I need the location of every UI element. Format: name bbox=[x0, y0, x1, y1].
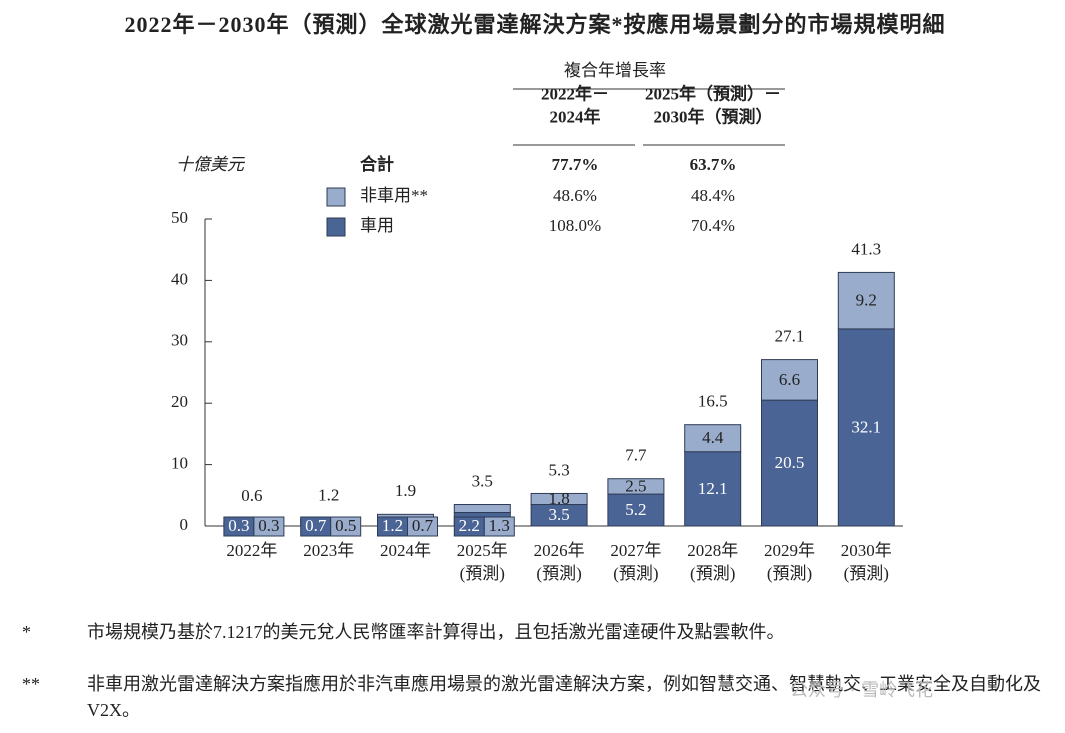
bar-value-label: 9.2 bbox=[856, 291, 877, 310]
y-tick-label: 50 bbox=[171, 208, 188, 227]
bar-value-label: 3.5 bbox=[548, 505, 569, 524]
footnote-mark: ** bbox=[22, 674, 40, 694]
cagr-title: 複合年增長率 bbox=[564, 61, 666, 80]
bar-segment bbox=[761, 359, 818, 401]
cagr-value: 108.0% bbox=[549, 216, 601, 235]
cagr-total: 77.7% bbox=[552, 155, 599, 174]
y-tick-label: 40 bbox=[171, 269, 188, 288]
legend-label: 非車用** bbox=[360, 186, 428, 205]
bar-value-label: 0.7 bbox=[412, 516, 434, 535]
bar-value-label: 0.7 bbox=[305, 516, 327, 535]
x-tick-label: 2029年(預測) bbox=[764, 541, 815, 583]
footnote-text: 非車用激光雷達解決方案指應用於非汽車應用場景的激光雷達解決方案，例如智慧交通、智… bbox=[87, 674, 1041, 720]
bar-segment bbox=[530, 492, 588, 506]
bar-value-label: 0.3 bbox=[228, 516, 249, 535]
bar-total-label: 5.3 bbox=[548, 460, 569, 479]
bar-segment bbox=[607, 493, 665, 527]
bar-total-label: 7.7 bbox=[625, 446, 647, 465]
legend-swatch bbox=[326, 217, 346, 237]
cagr-column: 2025年（預測）－ 2030年（預測） bbox=[645, 83, 781, 126]
x-tick-label: 2028年(預測) bbox=[687, 541, 738, 583]
footnote-mark: * bbox=[22, 622, 31, 642]
cagr-value: 48.4% bbox=[691, 186, 735, 205]
legend-label: 車用 bbox=[360, 216, 394, 235]
bar-value-label: 0.5 bbox=[335, 516, 356, 535]
bar-total-label: 1.9 bbox=[395, 481, 416, 500]
label-box bbox=[407, 516, 438, 537]
x-tick-label: 2027年(預測) bbox=[610, 541, 661, 583]
bar-value-label: 32.1 bbox=[851, 417, 881, 436]
y-axis-label: 十億美元 bbox=[176, 155, 246, 174]
bar-value-label: 0.3 bbox=[258, 516, 279, 535]
bar-value-label: 2.2 bbox=[459, 516, 480, 535]
cagr-column: 2022年－ 2024年 bbox=[541, 83, 609, 126]
x-tick-label: 2026年(預測) bbox=[534, 541, 585, 583]
bar-segment bbox=[837, 271, 895, 330]
chart-title: 2022年－2030年（預測）全球激光雷達解決方案*按應用場景劃分的市場規模明細 bbox=[124, 12, 945, 37]
bar-value-label: 6.6 bbox=[779, 370, 800, 389]
x-tick-label: 2024年 bbox=[380, 541, 431, 560]
chart: 2022年－2030年（預測）全球激光雷達解決方案*按應用場景劃分的市場規模明細… bbox=[124, 12, 945, 583]
x-tick-label: 2025年(預測) bbox=[457, 541, 508, 583]
bar-segment bbox=[684, 451, 742, 527]
bar-segment bbox=[684, 424, 742, 453]
bar-segment bbox=[837, 328, 895, 527]
bar-value-label: 1.8 bbox=[548, 489, 569, 508]
y-tick-label: 10 bbox=[171, 454, 188, 473]
bar-value-label: 20.5 bbox=[775, 453, 805, 472]
bar-total-label: 27.1 bbox=[775, 327, 805, 346]
cagr-total-label: 合計 bbox=[360, 154, 394, 174]
bar-value-label: 4.4 bbox=[702, 428, 724, 447]
x-tick-label: 2023年 bbox=[303, 541, 354, 560]
cagr-total: 63.7% bbox=[690, 155, 737, 174]
cagr-value: 70.4% bbox=[691, 216, 735, 235]
bar-total-label: 16.5 bbox=[698, 392, 728, 411]
y-tick-label: 0 bbox=[180, 515, 189, 534]
watermark: 公众号 · 雪岭飞花 bbox=[790, 680, 934, 701]
legend-swatch bbox=[326, 187, 346, 207]
cagr-value: 48.6% bbox=[553, 186, 597, 205]
label-box bbox=[483, 516, 515, 537]
y-tick-label: 30 bbox=[171, 331, 188, 350]
bar-segment bbox=[607, 478, 665, 495]
bar-segment bbox=[453, 504, 511, 513]
bar-total-label: 1.2 bbox=[318, 486, 339, 505]
bar-total-label: 0.6 bbox=[241, 486, 262, 505]
y-tick-label: 20 bbox=[171, 392, 188, 411]
x-tick-label: 2030年(預測) bbox=[841, 541, 892, 583]
bar-value-label: 12.1 bbox=[698, 479, 728, 498]
bar-value-label: 1.3 bbox=[489, 516, 510, 535]
bar-value-label: 1.2 bbox=[382, 516, 403, 535]
label-box bbox=[253, 516, 285, 537]
bar-total-label: 3.5 bbox=[472, 471, 493, 490]
bar-value-label: 5.2 bbox=[625, 500, 646, 519]
bar-total-label: 41.3 bbox=[851, 239, 881, 258]
label-box bbox=[330, 516, 362, 537]
bar-value-label: 2.5 bbox=[625, 476, 646, 495]
x-tick-label: 2022年 bbox=[226, 541, 277, 560]
footnote-text: 市場規模乃基於7.1217的美元兌人民幣匯率計算得出，且包括激光雷達硬件及點雲軟… bbox=[87, 622, 785, 642]
